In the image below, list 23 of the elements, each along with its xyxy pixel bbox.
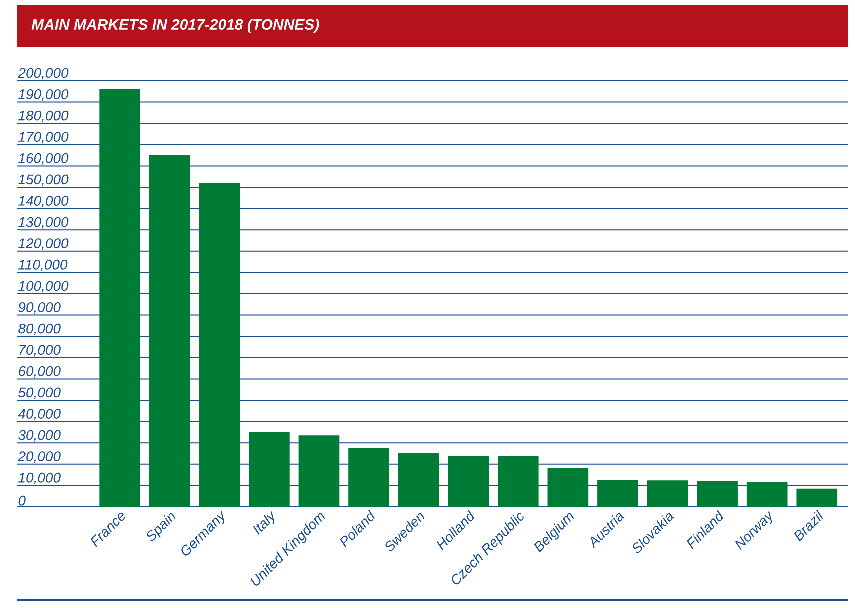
y-tick-label: 30,000	[18, 430, 61, 442]
y-tick-label: 140,000	[18, 196, 69, 208]
y-tick-label: 180,000	[18, 110, 69, 122]
y-tick-label: 80,000	[18, 324, 61, 336]
y-tick-label: 130,000	[18, 217, 69, 229]
y-tick-label: 60,000	[18, 366, 61, 378]
y-tick-label: 20,000	[18, 452, 61, 464]
y-tick-label: 0	[18, 496, 26, 506]
y-tick-label: 150,000	[18, 174, 69, 186]
y-tick-label: 70,000	[20, 345, 61, 357]
y-tick-label: 200,000	[18, 68, 69, 80]
y-tick-label: 90,000	[18, 302, 61, 314]
x-tick-label: Italy	[253, 512, 275, 536]
y-tick-label: 170,000	[18, 132, 69, 144]
y-tick-label: 40,000	[18, 409, 61, 421]
y-tick-label: 100,000	[18, 281, 69, 293]
y-tick-label: 10,000	[18, 472, 61, 484]
y-tick-label: 50,000	[18, 388, 61, 400]
y-tick-label: 160,000	[18, 153, 69, 165]
y-tick-label: 120,000	[18, 238, 69, 250]
y-tick-label: 190,000	[18, 90, 69, 102]
y-tick-label: 110,000	[18, 260, 68, 272]
chart-title: MAIN MARKETS IN 2017-2018 (TONNES)	[32, 19, 320, 33]
